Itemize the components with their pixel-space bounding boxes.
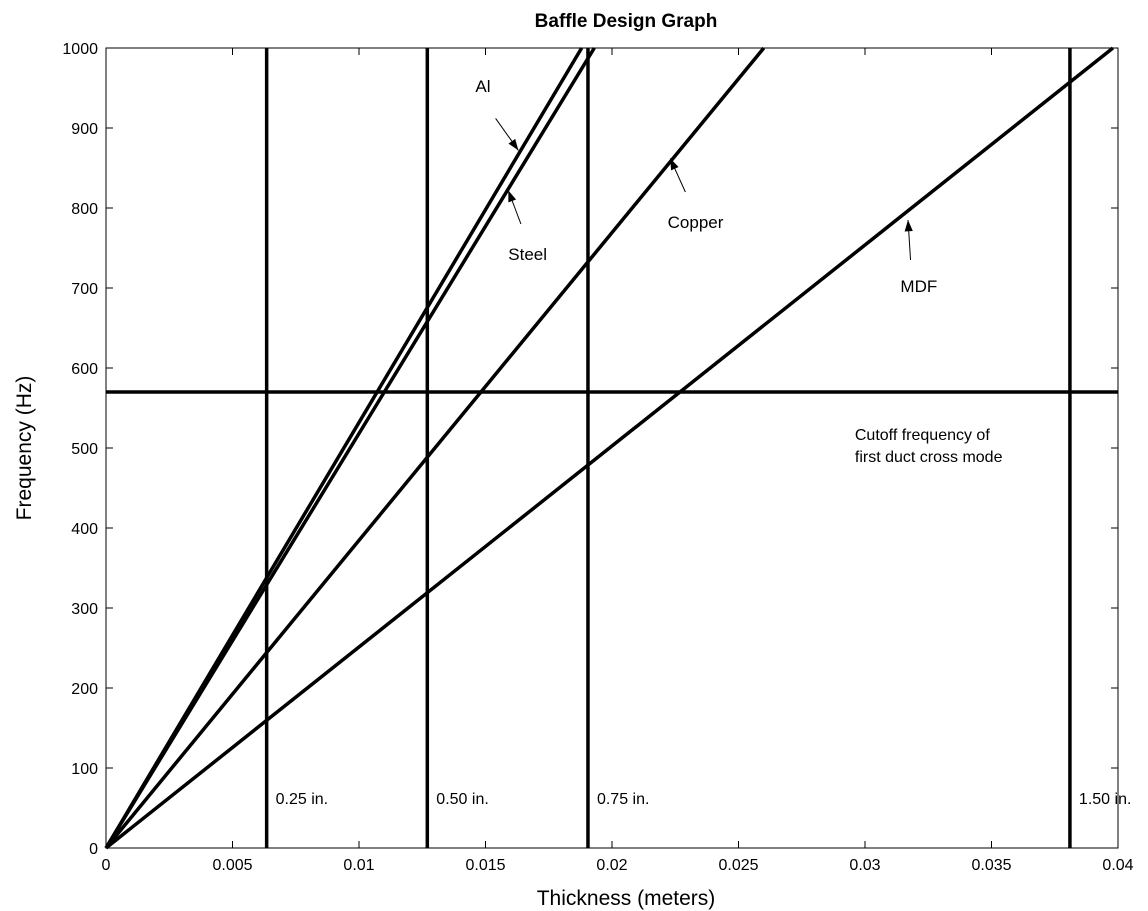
- cutoff-frequency-label: Cutoff frequency of: [855, 427, 990, 444]
- annotation-arrowhead: [508, 190, 517, 203]
- annotation-mdf: MDF: [900, 277, 937, 296]
- x-tick-label: 0.025: [718, 857, 758, 874]
- x-axis-label: Thickness (meters): [537, 887, 716, 910]
- y-tick-label: 700: [71, 281, 98, 298]
- annotation-arrowhead: [670, 158, 679, 171]
- y-tick-label: 900: [71, 121, 98, 138]
- annotation-steel: Steel: [508, 245, 547, 264]
- thickness-label: 1.50 in.: [1079, 791, 1131, 808]
- plot-area: 0 0.005 0.01 0.015 0.02 0.025 0.03 0.035 0.04 0 10…: [62, 41, 1133, 874]
- series-line-al: [104, 47, 584, 849]
- chart-title: Baffle Design Graph: [535, 11, 718, 32]
- x-tick-label: 0: [102, 857, 111, 874]
- thickness-label: 0.25 in.: [276, 791, 328, 808]
- y-tick-label: 1000: [62, 41, 98, 58]
- x-tick-label: 0.005: [212, 857, 252, 874]
- x-tick-label: 0.03: [849, 857, 880, 874]
- annotation-arrowhead: [508, 138, 519, 151]
- y-tick-label: 0: [89, 841, 98, 858]
- y-tick-label: 100: [71, 761, 98, 778]
- cutoff-frequency-label: first duct cross mode: [855, 449, 1003, 466]
- x-tick-label: 0.035: [971, 857, 1011, 874]
- thickness-label: 0.50 in.: [436, 791, 488, 808]
- x-tick-label: 0.04: [1102, 857, 1133, 874]
- y-tick-label: 400: [71, 521, 98, 538]
- annotation-copper: Copper: [668, 213, 724, 232]
- series-line-copper: [104, 46, 766, 850]
- x-tick-label: 0.01: [343, 857, 374, 874]
- y-tick-label: 200: [71, 681, 98, 698]
- series-line-mdf: [104, 46, 1115, 850]
- thickness-label: 0.75 in.: [597, 791, 649, 808]
- y-tick-label: 800: [71, 201, 98, 218]
- y-tick-label: 500: [71, 441, 98, 458]
- x-tick-label: 0.02: [596, 857, 627, 874]
- y-axis-label: Frequency (Hz): [13, 376, 36, 521]
- series-line-steel: [104, 47, 596, 849]
- annotation-al: Al: [475, 77, 490, 96]
- annotation-arrowhead: [904, 220, 913, 232]
- y-tick-label: 300: [71, 601, 98, 618]
- y-tick-label: 600: [71, 361, 98, 378]
- x-tick-label: 0.015: [465, 857, 505, 874]
